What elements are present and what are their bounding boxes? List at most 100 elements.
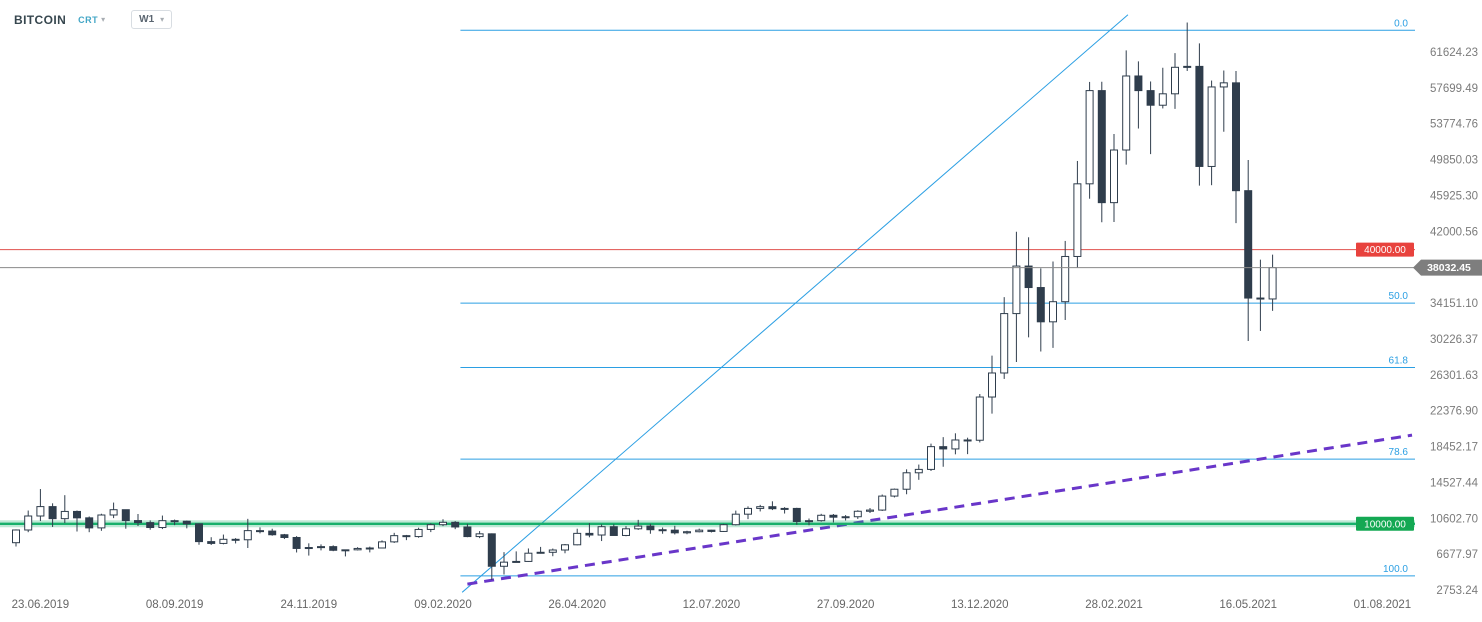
candle-body (207, 541, 216, 544)
fib-level-label: 61.8 (1389, 355, 1409, 366)
candle (853, 510, 862, 519)
candle-body (829, 514, 838, 518)
candle-body (268, 530, 277, 536)
time-axis-label: 01.08.2021 (1354, 599, 1412, 611)
candle (1134, 61, 1143, 129)
candle (353, 547, 362, 551)
chart-type-selector[interactable]: CRT ▾ (78, 15, 105, 25)
time-axis-label: 27.09.2020 (817, 599, 875, 611)
candle-body (646, 525, 655, 531)
candle (390, 532, 399, 543)
chart-toolbar: BITCOIN CRT ▾ W1 ▾ (14, 10, 173, 29)
candle (1049, 261, 1057, 348)
candle (573, 528, 582, 546)
candle-body (121, 509, 130, 522)
candle (182, 520, 191, 529)
candle (768, 501, 777, 511)
fibonacci-retracement[interactable]: 0.0 50.0 61.8 78.6 100.0 (460, 18, 1415, 577)
candle-body (451, 521, 460, 528)
candle (134, 513, 142, 527)
candle-body (243, 530, 252, 541)
candle-body (536, 551, 545, 554)
candles-layer (12, 22, 1277, 580)
fib-level-label: 78.6 (1389, 447, 1409, 458)
chevron-down-icon: ▾ (160, 14, 165, 24)
candle (1097, 81, 1106, 223)
candle (231, 538, 240, 544)
bullish-trendline[interactable] (461, 14, 1129, 593)
candle (756, 504, 765, 512)
candle-body (951, 439, 960, 450)
candle-body (658, 529, 667, 532)
candle (561, 544, 569, 554)
candle-body (622, 528, 630, 536)
candle-body (927, 446, 935, 470)
candle-body (756, 506, 765, 509)
candle-body (1085, 90, 1094, 185)
price-axis-label: 34151.10 (1430, 298, 1478, 310)
candle-body (585, 532, 594, 536)
price-axis[interactable]: 61624.23 57699.49 53774.76 49850.03 45925.30… (1430, 47, 1479, 597)
timeframe-selector[interactable]: W1 ▾ (131, 10, 173, 29)
candle (365, 546, 374, 553)
candle (12, 529, 20, 547)
time-axis-label: 16.05.2021 (1219, 599, 1277, 611)
candle (1268, 254, 1277, 311)
candle-body (487, 533, 496, 567)
candle (1012, 231, 1021, 363)
candle-body (1183, 65, 1192, 68)
candle-body (548, 549, 557, 553)
price-axis-label: 42000.56 (1430, 226, 1478, 238)
trend-lines-layer[interactable] (461, 14, 1413, 593)
candle-body (304, 547, 313, 550)
candle-body (1134, 75, 1143, 92)
candle-body (195, 523, 203, 543)
symbol-title: BITCOIN (14, 12, 67, 27)
candle-body (524, 552, 533, 562)
price-axis-label: 18452.17 (1430, 442, 1478, 454)
candle (1061, 240, 1070, 320)
price-axis-label: 30226.37 (1430, 334, 1478, 346)
horizontal-price-lines-layer[interactable] (0, 249, 1415, 528)
candle (585, 523, 594, 538)
candle (378, 540, 386, 549)
candle (890, 488, 899, 498)
candle-body (73, 510, 81, 519)
candle-body (719, 524, 728, 532)
time-axis[interactable]: 23.06.2019 08.09.2019 24.11.2019 09.02.2020… (12, 599, 1412, 611)
time-axis-label: 08.09.2019 (146, 599, 204, 611)
candle-body (24, 515, 33, 531)
candle (1171, 53, 1179, 109)
candle (73, 510, 81, 532)
fib-level-label: 100.0 (1383, 564, 1408, 575)
candle-body (170, 520, 179, 523)
candle (463, 523, 472, 538)
candle-body (744, 507, 752, 515)
candle (914, 464, 923, 480)
candle (170, 519, 179, 526)
candle-body (475, 533, 484, 538)
candle-body (805, 520, 813, 523)
long-term-support-trendline[interactable] (467, 433, 1413, 586)
candle-body (97, 514, 106, 529)
candle (1232, 70, 1240, 224)
candle-body (1232, 82, 1240, 192)
price-axis-label: 2753.24 (1436, 585, 1478, 597)
candle-body (1012, 265, 1021, 315)
candle (927, 443, 935, 471)
candle-body (963, 439, 972, 442)
candle-body (1061, 255, 1070, 303)
price-badges-layer: 40000.00 10000.00 38032.45 (1356, 242, 1482, 531)
candle-body (439, 521, 447, 526)
candle (1036, 268, 1045, 352)
candle-body (292, 536, 301, 549)
time-axis-label: 28.02.2021 (1085, 599, 1143, 611)
candle (951, 433, 960, 455)
candle (1207, 80, 1216, 186)
candle-body (902, 472, 911, 490)
candle (317, 544, 325, 551)
candle-body (1171, 66, 1179, 95)
candle-body (134, 520, 142, 524)
